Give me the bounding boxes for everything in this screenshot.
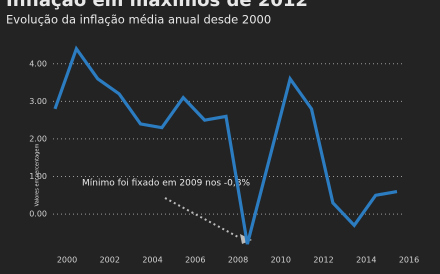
y-tick-label: 2.00 — [29, 134, 47, 143]
x-tick-label: 2014 — [356, 256, 376, 265]
x-tick-label: 2002 — [100, 256, 120, 265]
annotation-arrow — [164, 197, 241, 239]
chart-title: Inflação em máximos de 2012 — [6, 0, 308, 11]
x-tick-label: 2006 — [185, 256, 205, 265]
y-tick-label: 3.00 — [29, 97, 47, 106]
x-tick-label: 2008 — [228, 256, 248, 265]
y-tick-label: 4.00 — [29, 59, 47, 68]
data-line — [53, 45, 398, 245]
annotation: Mínimo foi fixado em 2009 nos -0,8% — [82, 179, 250, 189]
x-tick-label: 2016 — [399, 256, 419, 265]
x-tick-label: 2012 — [313, 256, 333, 265]
y-axis-label: Valores em percentagem — [35, 144, 41, 207]
x-tick-label: 2000 — [57, 256, 77, 265]
y-tick-label: 0.00 — [29, 210, 47, 219]
x-tick-label: 2010 — [271, 256, 291, 265]
x-tick-label: 2004 — [142, 256, 162, 265]
chart-subtitle: Evolução da inflação média anual desde 2… — [6, 13, 271, 27]
y-tick-label: 1.00 — [29, 172, 47, 181]
